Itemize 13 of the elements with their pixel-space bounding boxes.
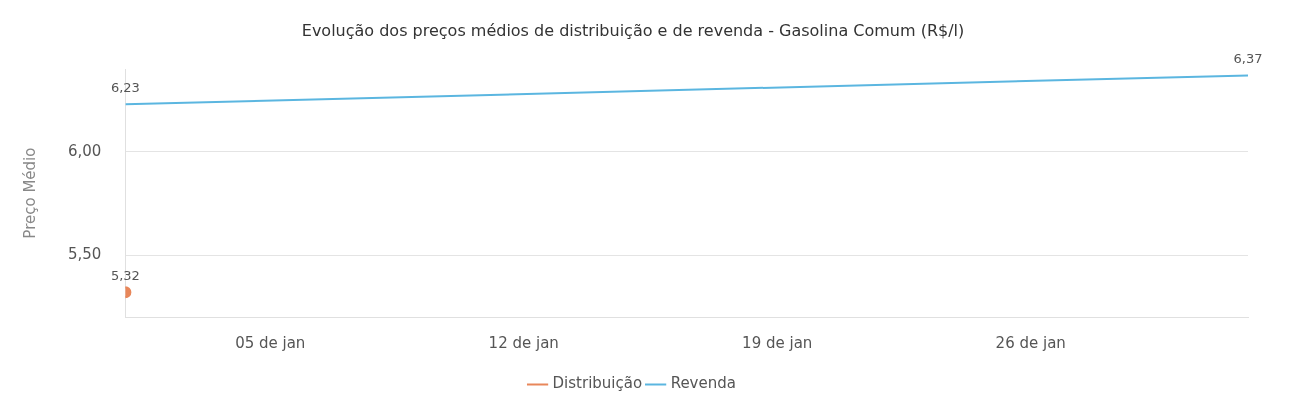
data-label: 6,37 (1233, 51, 1263, 67)
data-label: 6,23 (110, 80, 140, 96)
x-tick-label: 26 de jan (995, 333, 1066, 352)
y-axis-title: Preço Médio (20, 147, 39, 239)
data-label: 5,32 (110, 268, 140, 284)
legend-label: Distribuição (552, 374, 643, 393)
x-tick-label: 12 de jan (488, 333, 559, 352)
legend-label: Revenda (670, 374, 736, 393)
y-tick-label: 5,50 (67, 244, 102, 263)
x-tick-label: 05 de jan (235, 333, 306, 352)
chart-title: Evolução dos preços médios de distribuição e de revenda - Gasolina Comum (R$/l) (301, 20, 965, 40)
y-tick-label: 6,00 (67, 141, 102, 160)
x-tick-label: 19 de jan (742, 333, 813, 352)
